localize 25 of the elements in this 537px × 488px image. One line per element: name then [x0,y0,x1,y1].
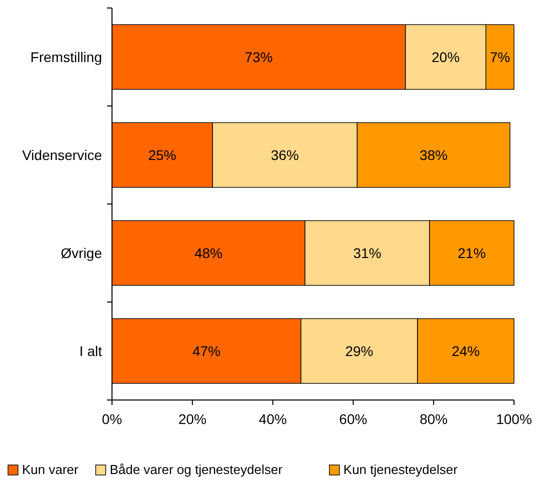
y-tick-label: I alt [79,342,102,359]
x-tick-label: 100% [496,411,532,427]
data-label: 20% [432,48,460,65]
data-label: 21% [458,244,486,261]
data-label: 24% [452,342,480,359]
data-label: 7% [490,48,510,65]
y-tick-label: Videnservice [22,146,102,163]
y-tick-label: Øvrige [60,244,102,261]
x-tick-label: 80% [420,411,448,427]
data-label: 36% [270,146,299,163]
data-label: 25% [148,146,176,163]
x-tick-label: 40% [258,411,287,427]
data-label: 48% [194,244,222,261]
y-tick-label: Fremstilling [30,48,102,65]
data-label: 38% [420,146,448,163]
x-tick-label: 0% [102,411,122,427]
data-label: 73% [244,48,273,65]
legend-label: Både varer og tjenesteydelser [110,462,284,477]
data-label: 31% [353,244,382,261]
x-tick-label: 20% [178,411,206,427]
legend-label: Kun tjenesteydelser [343,462,458,477]
legend-label: Kun varer [22,462,80,477]
x-tick-label: 60% [339,411,368,427]
data-label: 29% [345,342,374,359]
data-label: 47% [192,342,220,359]
